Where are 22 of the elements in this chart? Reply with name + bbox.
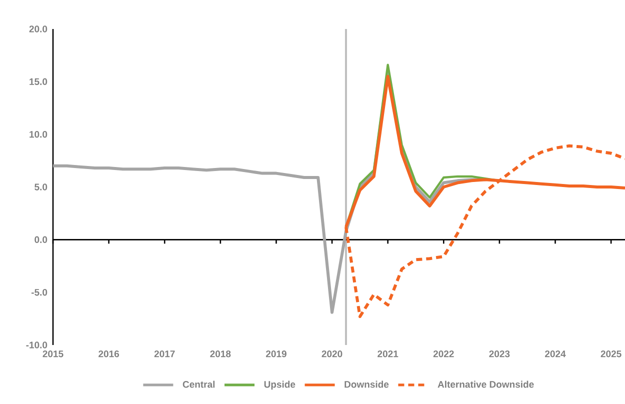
x-tick-label: 2016 [98, 350, 120, 358]
x-tick-label: 2025 [600, 350, 622, 358]
x-tick-label: 2021 [378, 350, 398, 358]
x-tick-label: 2018 [210, 350, 231, 358]
x-tick-label: 2023 [489, 350, 510, 358]
x-tick-label: 2015 [42, 350, 64, 358]
x-tick-label: 2019 [266, 350, 286, 358]
legend-label: Upside [264, 380, 296, 390]
x-tick-label: 2017 [154, 350, 175, 358]
y-tick-label: 5.0 [34, 184, 48, 190]
y-tick-label: -10.0 [26, 342, 48, 348]
y-tick-label: -5.0 [31, 288, 48, 296]
legend-label: Downside [344, 380, 389, 388]
y-tick-label: 20.0 [29, 26, 48, 32]
x-tick-label: 2020 [322, 350, 342, 358]
y-tick-label: 15.0 [30, 78, 48, 86]
x-tick-label: 2024 [545, 350, 566, 358]
x-tick-label: 2022 [433, 350, 454, 358]
legend-label: Central [182, 380, 215, 388]
y-tick-label: 10.0 [30, 130, 48, 138]
y-tick-label: 0.0 [34, 236, 48, 244]
legend-label: Alternative Downside [438, 380, 534, 388]
